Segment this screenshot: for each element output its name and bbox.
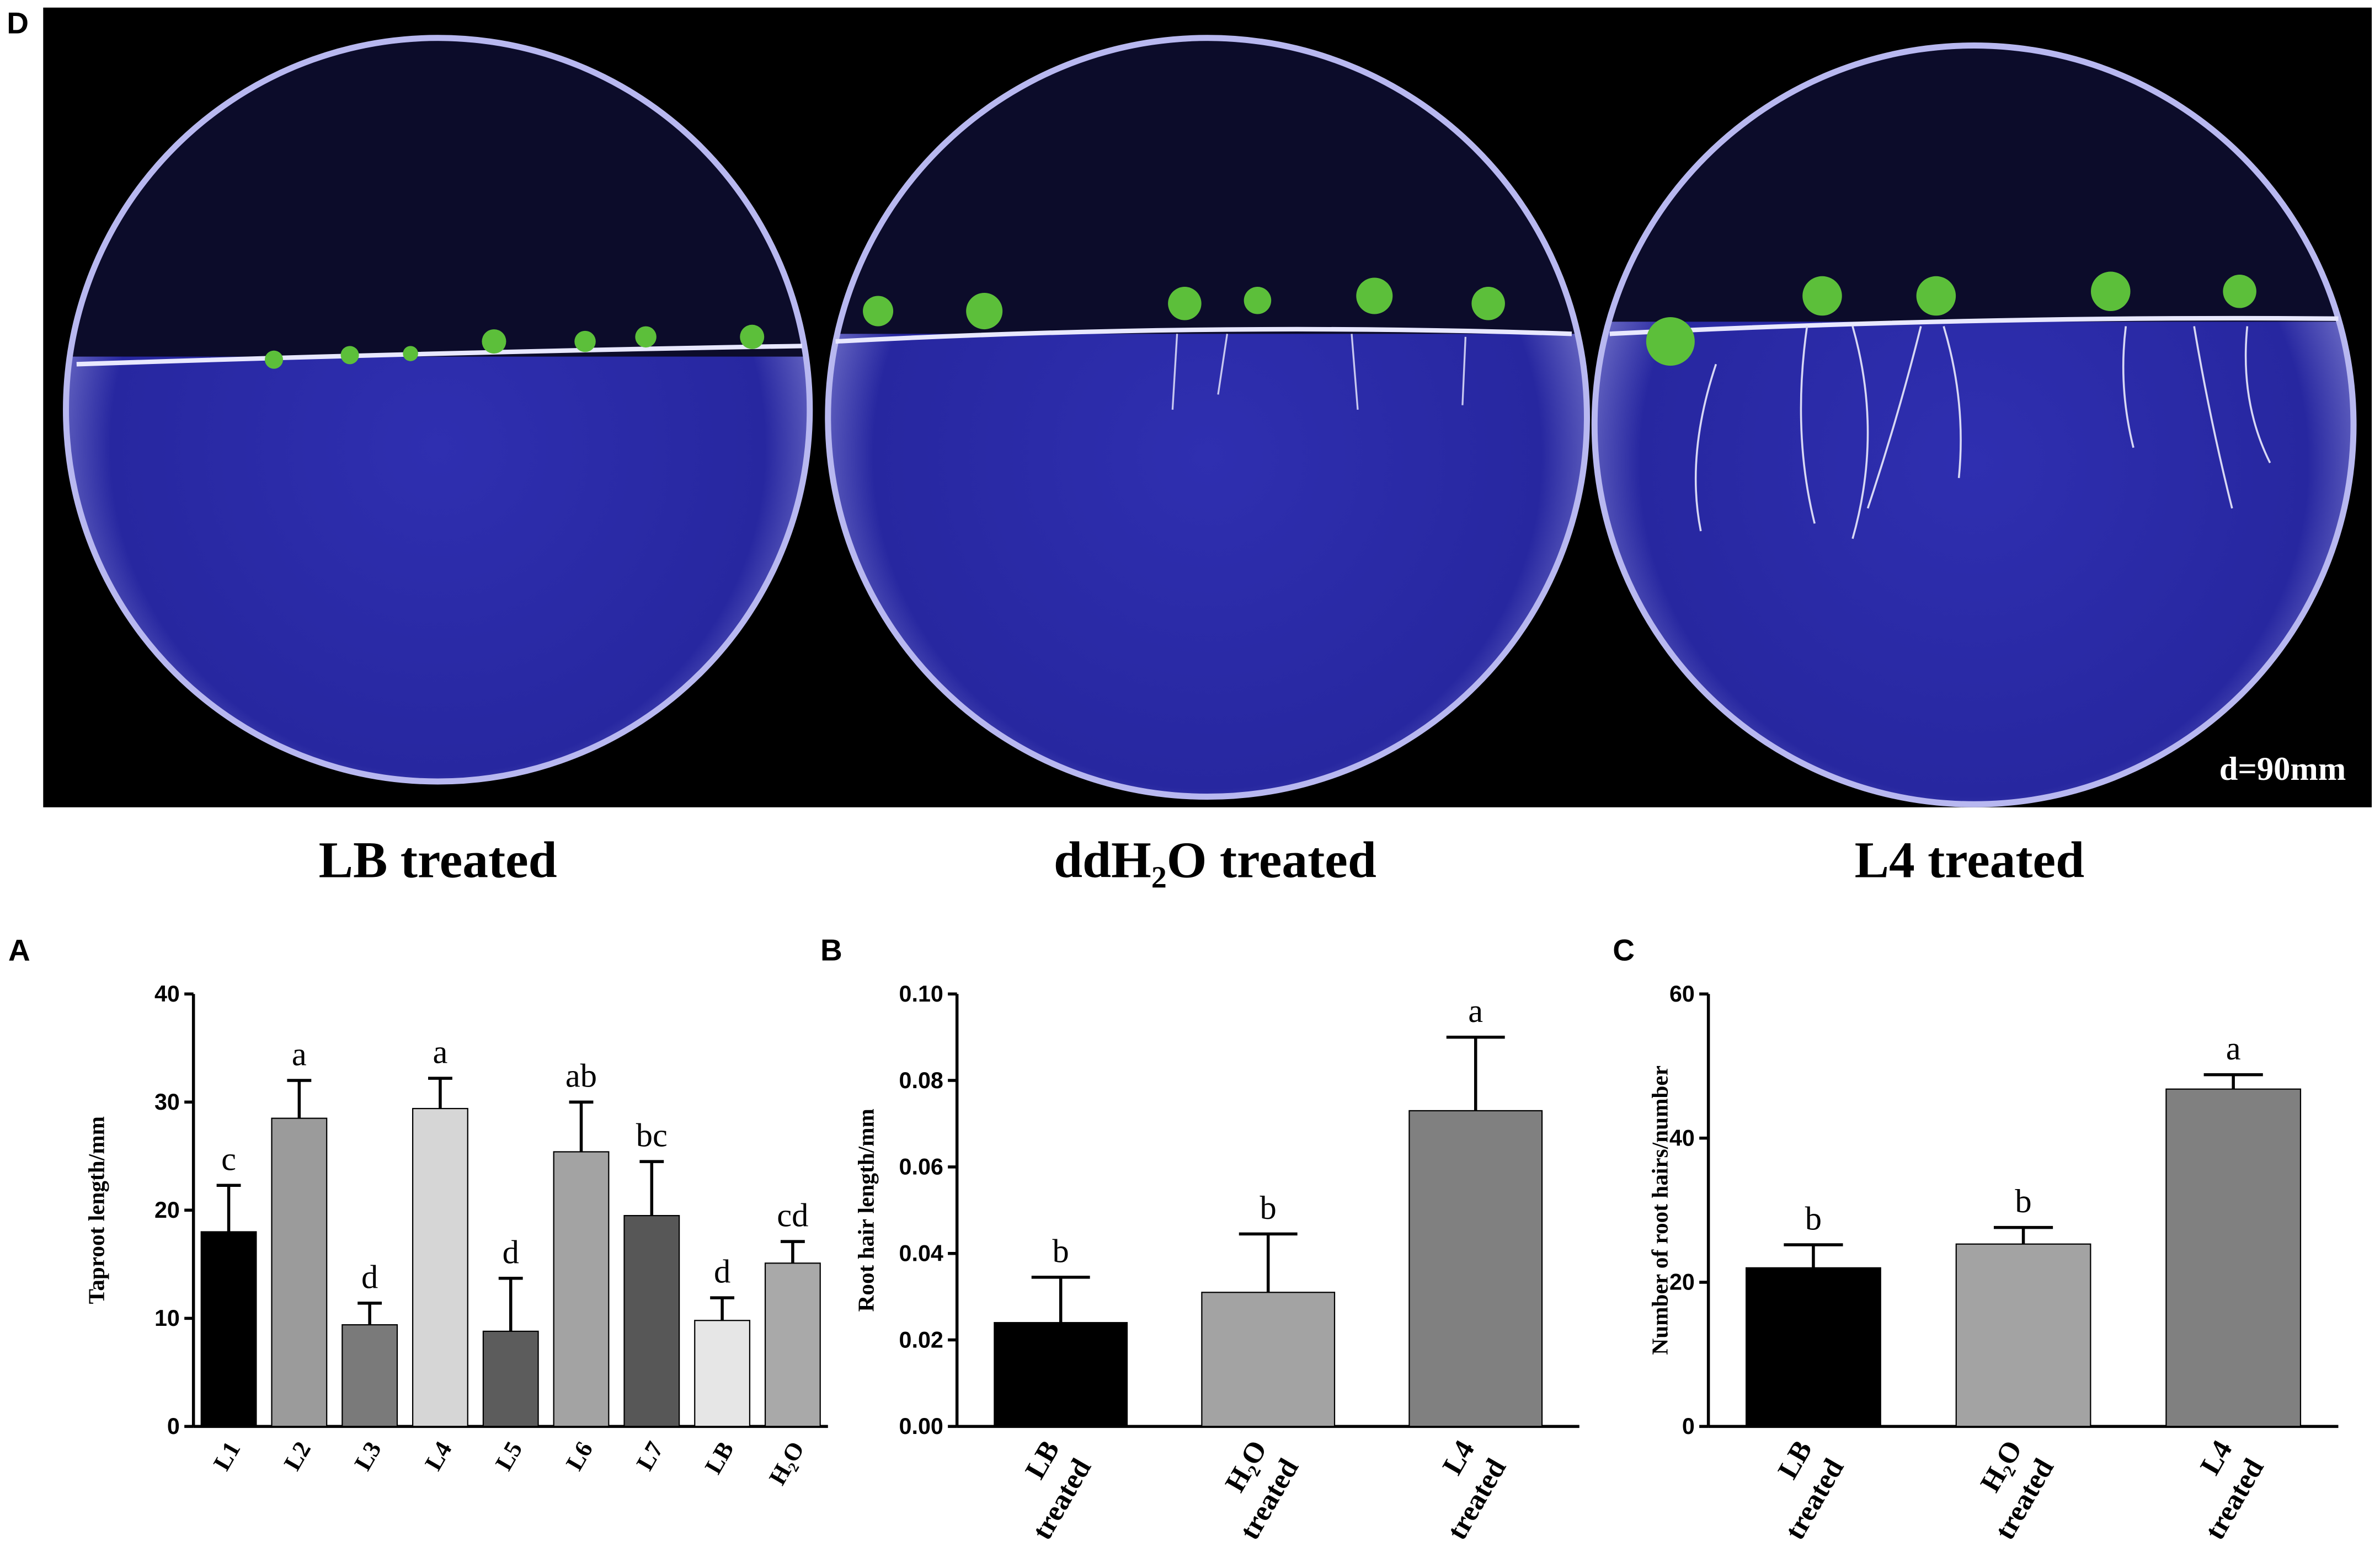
x-tick-label: LB xyxy=(700,1437,739,1478)
y-tick-label: 40 xyxy=(1669,1125,1695,1150)
bar xyxy=(1408,1110,1543,1427)
y-tick-label: 0.06 xyxy=(899,1154,943,1180)
y-axis-label: Number of root hairs/number xyxy=(1647,1066,1672,1355)
y-tick-label: 0 xyxy=(167,1414,180,1439)
significance-letter: c xyxy=(221,1141,236,1178)
bar xyxy=(553,1151,610,1427)
x-tick-label: L4treated xyxy=(2167,1435,2270,1545)
y-tick-label: 20 xyxy=(154,1197,180,1223)
y-tick-label: 0.10 xyxy=(899,981,943,1007)
y-tick-label: 30 xyxy=(154,1089,180,1115)
significance-letter: b xyxy=(1260,1190,1277,1227)
panel-label: D xyxy=(7,6,29,40)
bar xyxy=(341,1324,398,1427)
bar xyxy=(623,1214,680,1427)
x-tick-label: L6 xyxy=(561,1437,598,1475)
bar xyxy=(200,1231,257,1427)
x-tick-label: LBtreated xyxy=(1747,1435,1850,1545)
x-tick-label: L4treated xyxy=(1409,1435,1512,1545)
y-tick-label: 0 xyxy=(1682,1414,1695,1439)
bar xyxy=(482,1330,539,1427)
y-tick-label: 20 xyxy=(1669,1270,1695,1295)
significance-letter: ab xyxy=(565,1058,597,1095)
significance-letter: a xyxy=(1468,993,1483,1030)
bar xyxy=(2165,1088,2302,1427)
photo-caption: L4 treated xyxy=(1855,832,2084,888)
x-tick-label: H₂Otreated xyxy=(1957,1435,2060,1545)
y-tick-label: 0.00 xyxy=(899,1414,943,1439)
x-tick-label: L7 xyxy=(631,1437,669,1475)
y-tick-label: 60 xyxy=(1669,981,1695,1007)
x-tick-label: LBtreated xyxy=(994,1435,1097,1545)
y-tick-label: 0.04 xyxy=(899,1240,943,1266)
significance-letter: d xyxy=(503,1234,519,1271)
significance-letter: a xyxy=(433,1034,447,1071)
photo-caption: LB treated xyxy=(319,832,557,888)
bar xyxy=(994,1322,1128,1427)
bar xyxy=(764,1262,821,1427)
y-tick-label: 0.02 xyxy=(899,1327,943,1352)
x-tick-label: H₂Otreated xyxy=(1202,1435,1305,1545)
bar xyxy=(271,1117,328,1427)
y-tick-label: 40 xyxy=(154,981,180,1007)
y-axis-label: Root hair length/mm xyxy=(853,1109,878,1312)
panel-label: A xyxy=(8,933,30,967)
bar xyxy=(694,1320,751,1427)
significance-letter: b xyxy=(2015,1183,2031,1220)
bar xyxy=(412,1107,468,1427)
x-tick-label: H₂O xyxy=(764,1437,809,1489)
significance-letter: b xyxy=(1053,1233,1069,1270)
significance-letter: bc xyxy=(636,1117,668,1154)
photo-caption: ddH₂O treated xyxy=(1054,832,1376,888)
significance-letter: d xyxy=(361,1259,378,1296)
panel-label: C xyxy=(1613,933,1635,967)
bar xyxy=(1201,1292,1336,1427)
bar xyxy=(1746,1267,1881,1427)
significance-letter: cd xyxy=(777,1197,808,1234)
scale-label: d=90mm xyxy=(2219,751,2346,788)
significance-letter: a xyxy=(292,1036,307,1073)
y-tick-label: 0.08 xyxy=(899,1068,943,1093)
significance-letter: d xyxy=(714,1254,730,1291)
y-axis-label: Taproot length/mm xyxy=(83,1116,109,1304)
panel-label: B xyxy=(820,933,842,967)
x-tick-label: L1 xyxy=(208,1437,246,1475)
significance-letter: a xyxy=(2226,1030,2241,1067)
x-tick-label: L5 xyxy=(490,1437,527,1475)
x-tick-label: L4 xyxy=(419,1437,457,1475)
bar xyxy=(1955,1243,2091,1427)
significance-letter: b xyxy=(1805,1201,1822,1238)
x-tick-label: L2 xyxy=(279,1437,316,1475)
y-tick-label: 10 xyxy=(154,1305,180,1331)
x-tick-label: L3 xyxy=(349,1437,387,1475)
